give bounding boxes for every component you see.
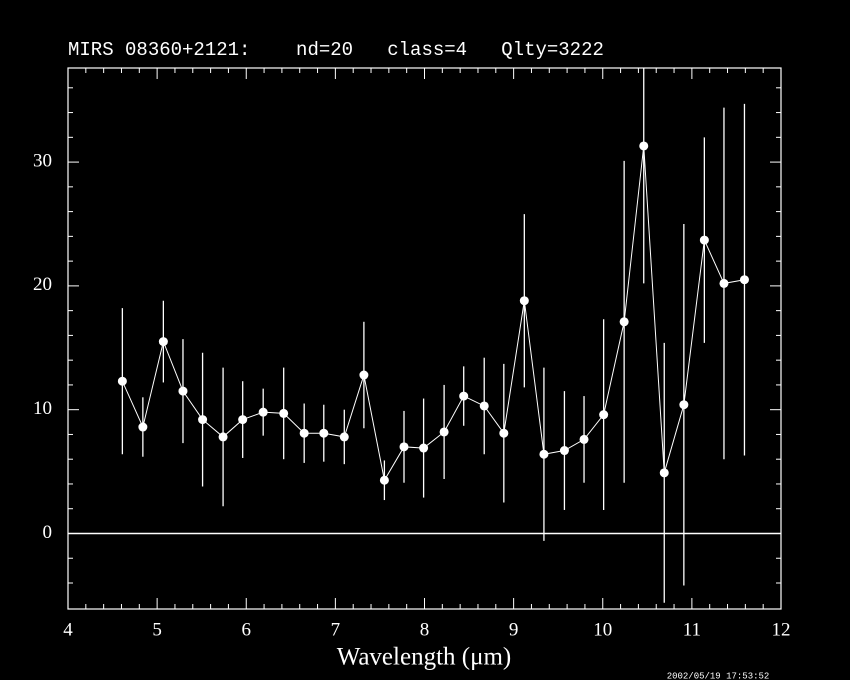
data-point bbox=[539, 449, 549, 459]
plot-frame bbox=[67, 67, 782, 610]
y-tick-label: 30 bbox=[33, 150, 52, 171]
data-point bbox=[719, 278, 729, 288]
y-tick-label: 10 bbox=[33, 398, 52, 419]
x-tick-label: 8 bbox=[420, 619, 430, 640]
data-point bbox=[379, 475, 389, 485]
x-tick-label: 9 bbox=[509, 619, 519, 640]
y-tick-label: 0 bbox=[43, 522, 53, 543]
x-tick-label: 6 bbox=[242, 619, 252, 640]
data-point bbox=[138, 422, 148, 432]
data-point bbox=[258, 407, 268, 417]
x-tick-label: 11 bbox=[683, 619, 701, 640]
data-point bbox=[319, 428, 329, 438]
data-point bbox=[399, 442, 409, 452]
data-point bbox=[599, 410, 609, 420]
data-point bbox=[699, 235, 709, 245]
data-point bbox=[559, 446, 569, 456]
x-tick-label: 5 bbox=[152, 619, 162, 640]
data-point bbox=[619, 317, 629, 327]
data-point bbox=[279, 408, 289, 418]
data-point bbox=[479, 401, 489, 411]
y-tick-label: 20 bbox=[33, 274, 52, 295]
data-point bbox=[519, 296, 529, 306]
data-point bbox=[679, 400, 689, 410]
data-point bbox=[339, 432, 349, 442]
data-point bbox=[579, 434, 589, 444]
data-point bbox=[158, 337, 168, 347]
x-tick-label: 10 bbox=[593, 619, 612, 640]
timestamp: 2002/05/19 17:53:52 bbox=[667, 671, 770, 680]
data-point bbox=[117, 376, 127, 386]
data-point bbox=[459, 391, 469, 401]
chart-title: MIRS 08360+2121: nd=20 class=4 Qlty=3222 bbox=[68, 39, 604, 61]
x-tick-label: 12 bbox=[772, 619, 791, 640]
data-point bbox=[659, 468, 669, 478]
data-point bbox=[218, 432, 228, 442]
data-point bbox=[499, 428, 509, 438]
x-tick-label: 7 bbox=[331, 619, 341, 640]
data-point bbox=[419, 443, 429, 453]
data-point bbox=[439, 427, 449, 437]
data-point bbox=[639, 141, 649, 151]
x-axis-label: Wavelength (μm) bbox=[337, 644, 512, 671]
data-point bbox=[299, 428, 309, 438]
data-point bbox=[198, 415, 208, 425]
data-point bbox=[178, 386, 188, 396]
x-tick-label: 4 bbox=[63, 619, 73, 640]
data-point bbox=[739, 275, 749, 285]
plot-area bbox=[117, 68, 749, 603]
data-point bbox=[359, 370, 369, 380]
data-line bbox=[121, 145, 745, 482]
data-point bbox=[238, 415, 248, 425]
